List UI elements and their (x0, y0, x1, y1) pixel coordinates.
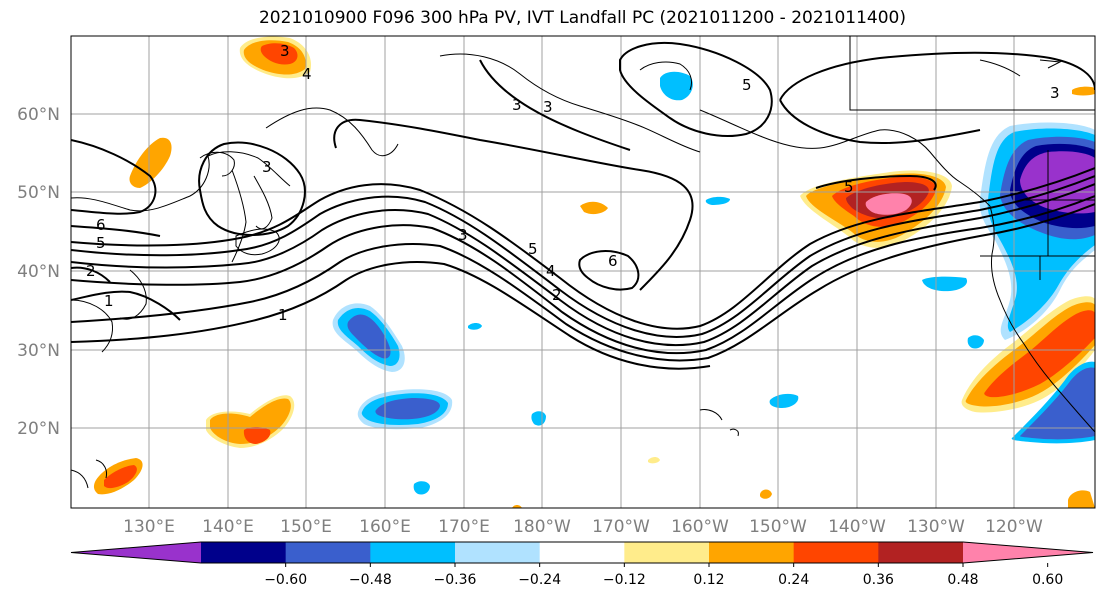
contour-label: 4 (302, 65, 312, 83)
pv-negative-region (375, 398, 440, 420)
colorbar-segment (963, 542, 1093, 563)
colorbar-segment (878, 542, 964, 563)
lon-label: 130°W (907, 517, 965, 537)
pv-positive-region (512, 505, 522, 508)
pv-positive-region (260, 43, 298, 65)
lon-label: 120°W (985, 517, 1043, 537)
colorbar-segment (71, 542, 201, 563)
colorbar-segment (370, 542, 456, 563)
colorbar-tick-label: 0.24 (778, 572, 809, 588)
contour-label: 3 (280, 42, 290, 60)
pv-negative-region (769, 393, 799, 408)
colorbar-segment (285, 542, 371, 563)
colorbar-segment (201, 542, 287, 563)
pv-positive-region (580, 201, 608, 215)
colorbar-tick-label: 0.48 (947, 572, 978, 588)
pv-positive-region (760, 489, 772, 499)
contour-labels: 3 4 3 5 3 3 6 5 2 1 5 3 5 4 2 6 1 3 (86, 42, 1060, 324)
contour-label: 5 (96, 234, 106, 252)
contour-label: 5 (528, 240, 538, 258)
gridlines (71, 36, 1095, 508)
contour-label: 2 (552, 286, 562, 304)
colorbar-tick-label: −0.48 (349, 572, 392, 588)
colorbar (70, 541, 1094, 564)
contour-label: 3 (1050, 84, 1060, 102)
contour-label: 3 (512, 96, 522, 114)
lon-label: 140°E (202, 517, 254, 537)
pv-negative-region (922, 276, 968, 292)
colorbar-tick-label: 0.12 (693, 572, 724, 588)
pv-positive-region (210, 398, 291, 444)
contour-label: 3 (543, 98, 553, 116)
pv-negative-region (660, 71, 693, 101)
contour-label: 6 (608, 252, 618, 270)
contour-label: 1 (278, 306, 288, 324)
contour-label: 2 (86, 262, 96, 280)
latitude-labels: 60°N 50°N 40°N 30°N 20°N (17, 105, 60, 439)
pv-shading (93, 36, 1095, 508)
contour-label: 4 (546, 262, 556, 280)
lon-label: 180°W (513, 517, 571, 537)
lon-label: 130°E (123, 517, 175, 537)
colorbar-segment (539, 542, 625, 563)
lat-label: 50°N (17, 183, 60, 203)
map-content: 3 4 3 5 3 3 6 5 2 1 5 3 5 4 2 6 1 3 (71, 36, 1095, 508)
pv-positive-region (243, 427, 271, 444)
lat-label: 40°N (17, 262, 60, 282)
contour-label: 3 (262, 158, 272, 176)
longitude-labels: 130°E 140°E 150°E 160°E 170°E 180°W 170°… (123, 517, 1043, 537)
colorbar-segment (455, 542, 541, 563)
pv-positive-region (1068, 490, 1095, 508)
pv-contours (71, 42, 1095, 370)
lat-label: 30°N (17, 341, 60, 361)
colorbar-tick-label: −0.24 (518, 572, 561, 588)
colorbar-tick-label: 0.60 (1032, 572, 1063, 588)
lon-label: 170°W (592, 517, 650, 537)
colorbar-outline (70, 541, 1094, 564)
lat-label: 20°N (17, 419, 60, 439)
colorbar-tick-label: −0.12 (603, 572, 646, 588)
pv-negative-region (967, 335, 984, 349)
pv-positive-region (648, 457, 660, 464)
pv-negative-region (705, 196, 730, 205)
lon-label: 150°E (280, 517, 332, 537)
pv-negative-region (468, 323, 482, 330)
colorbar-segment (793, 542, 879, 563)
lon-label: 160°W (671, 517, 729, 537)
colorbar-tick-label: −0.60 (264, 572, 307, 588)
contour-label: 6 (96, 216, 106, 234)
contour-label: 5 (742, 76, 752, 94)
colorbar-ticks: −0.60 −0.48 −0.36 −0.24 −0.12 0.12 0.24 0.36 0.4… (264, 563, 1063, 588)
lon-label: 160°E (359, 517, 411, 537)
map-frame (70, 35, 1096, 509)
colorbar-tick-label: −0.36 (434, 572, 477, 588)
colorbar-segment (624, 542, 710, 563)
contour-label: 3 (458, 226, 468, 244)
pv-positive-region (865, 193, 912, 215)
pv-positive-region (984, 310, 1095, 398)
colorbar-tick-label: 0.36 (863, 572, 894, 588)
pv-positive-region (129, 137, 172, 188)
pv-positive-region (1072, 86, 1095, 96)
contour-label: 1 (104, 292, 114, 310)
contour-label: 5 (844, 178, 854, 196)
pv-negative-region (413, 481, 430, 495)
lon-label: 140°W (828, 517, 886, 537)
lat-label: 60°N (17, 105, 60, 125)
map-title: 2021010900 F096 300 hPa PV, IVT Landfall… (258, 8, 906, 28)
pv-negative-region (1020, 367, 1095, 440)
pv-positive-region (104, 465, 137, 489)
lon-label: 170°E (438, 517, 490, 537)
pv-negative-region (347, 314, 391, 359)
lon-label: 150°W (749, 517, 807, 537)
colorbar-segment (709, 542, 795, 563)
